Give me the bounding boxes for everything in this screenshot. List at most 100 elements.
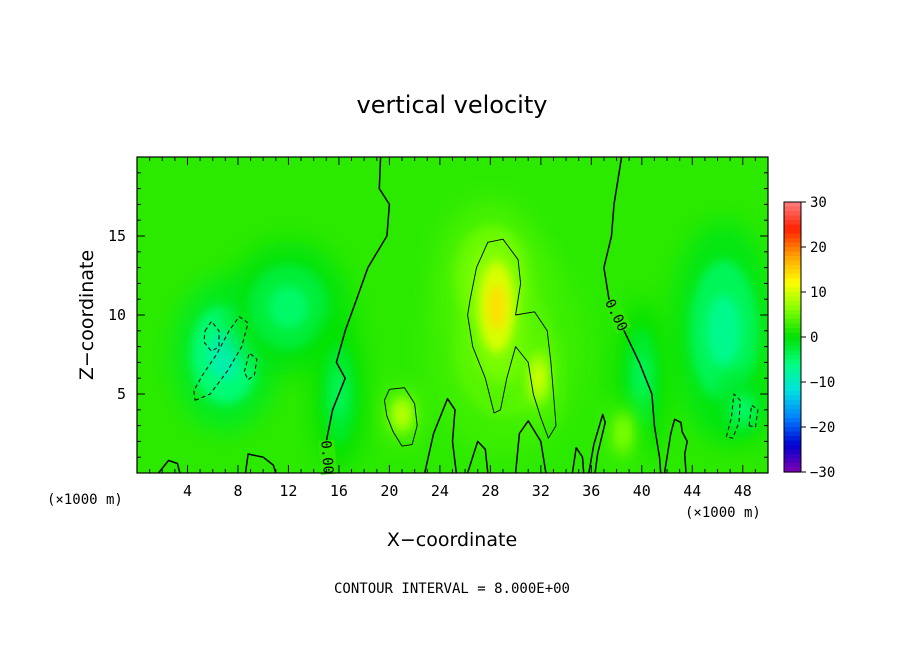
colorbar-cell bbox=[784, 431, 801, 437]
x-tick-label: 28 bbox=[481, 482, 499, 500]
colorbar-tick-label: −20 bbox=[810, 420, 835, 436]
zero-contour bbox=[514, 420, 547, 473]
colorbar-cell bbox=[784, 242, 801, 248]
x-tick-label: 20 bbox=[380, 482, 398, 500]
colorbar-cell bbox=[784, 391, 801, 397]
colorbar-cell bbox=[784, 400, 801, 406]
colorbar-cell bbox=[784, 265, 801, 271]
colorbar-cell bbox=[784, 215, 801, 221]
colorbar-cell bbox=[784, 409, 801, 415]
colorbar-cell bbox=[784, 404, 801, 410]
colorbar-cell bbox=[784, 364, 801, 370]
zero-contour bbox=[466, 440, 489, 473]
colorbar-cell bbox=[784, 377, 801, 383]
velocity-cell-core bbox=[706, 295, 741, 367]
x-tick-label: 44 bbox=[683, 482, 701, 500]
zero-contour bbox=[423, 397, 458, 473]
velocity-cell-core bbox=[395, 405, 409, 424]
colorbar-cell bbox=[784, 202, 801, 208]
contour-interval-footer: CONTOUR INTERVAL = 8.000E+00 bbox=[334, 581, 570, 597]
velocity-cell-core bbox=[487, 284, 506, 330]
colorbar-cell bbox=[784, 341, 801, 347]
colorbar-cell bbox=[784, 382, 801, 388]
colorbar-cell bbox=[784, 256, 801, 262]
y-tick-label: 5 bbox=[117, 385, 126, 403]
colorbar-cell bbox=[784, 238, 801, 244]
zero-contour bbox=[588, 413, 606, 473]
colorbar-cell bbox=[784, 445, 801, 451]
colorbar-cell bbox=[784, 319, 801, 325]
y-tick-label: 15 bbox=[108, 227, 126, 245]
colorbar-tick-label: 20 bbox=[810, 240, 827, 256]
negative-contour bbox=[725, 393, 741, 439]
x-axis-ticks: 4 8 12 16 20 24 28 32 36 40 44 48 bbox=[149, 157, 756, 500]
colorbar-cell bbox=[784, 314, 801, 320]
zero-contour bbox=[663, 418, 688, 473]
colorbar-cell bbox=[784, 422, 801, 428]
colorbar-cell bbox=[784, 440, 801, 446]
colorbar-cell bbox=[784, 278, 801, 284]
y-axis-ticks: 5 10 15 bbox=[108, 172, 768, 458]
colorbar-cell bbox=[784, 458, 801, 464]
colorbar-cell bbox=[784, 418, 801, 424]
colorbar-cell bbox=[784, 224, 801, 230]
x-unit-label-left: (×1000 m) bbox=[47, 492, 123, 508]
colorbar-cell bbox=[784, 373, 801, 379]
velocity-cell-core bbox=[208, 329, 243, 380]
colorbar: 30 20 10 0 −10 −20 −30 bbox=[783, 195, 835, 481]
colorbar-cells bbox=[784, 202, 801, 473]
colorbar-cell bbox=[784, 355, 801, 361]
x-axis-label: X−coordinate bbox=[387, 529, 517, 551]
colorbar-cell bbox=[784, 463, 801, 469]
contour-label: 0.00 bbox=[317, 440, 336, 475]
colorbar-cell bbox=[784, 305, 801, 311]
colorbar-cell bbox=[784, 449, 801, 455]
colorbar-cell bbox=[784, 346, 801, 352]
colorbar-tick-label: 30 bbox=[810, 195, 827, 211]
x-tick-label: 4 bbox=[183, 482, 192, 500]
colorbar-tick-label: −30 bbox=[810, 465, 835, 481]
colorbar-cell bbox=[784, 206, 801, 212]
colorbar-cell bbox=[784, 337, 801, 343]
colorbar-cell bbox=[784, 233, 801, 239]
colorbar-tick-label: 10 bbox=[810, 285, 827, 301]
colorbar-cell bbox=[784, 247, 801, 253]
colorbar-cell bbox=[784, 283, 801, 289]
colorbar-cell bbox=[784, 395, 801, 401]
colorbar-cell bbox=[784, 328, 801, 334]
x-tick-label: 36 bbox=[582, 482, 600, 500]
velocity-cell-core bbox=[734, 399, 752, 421]
velocity-cell-core bbox=[268, 285, 309, 329]
colorbar-cell bbox=[784, 386, 801, 392]
colorbar-cell bbox=[784, 323, 801, 329]
zero-contour bbox=[603, 157, 662, 473]
x-tick-label: 16 bbox=[330, 482, 348, 500]
contour-label-bg bbox=[602, 296, 632, 334]
colorbar-cell bbox=[784, 436, 801, 442]
colorbar-tick-label: −10 bbox=[810, 375, 835, 391]
x-tick-label: 40 bbox=[633, 482, 651, 500]
colorbar-cell bbox=[784, 229, 801, 235]
velocity-cell-core bbox=[633, 353, 651, 404]
contour-label-bg bbox=[318, 439, 337, 475]
colorbar-cell bbox=[784, 301, 801, 307]
zero-contour bbox=[244, 453, 277, 473]
colorbar-cell bbox=[784, 350, 801, 356]
x-tick-label: 48 bbox=[734, 482, 752, 500]
contour-label-group: 0.00 bbox=[317, 439, 337, 475]
chart-title: vertical velocity bbox=[357, 91, 548, 119]
velocity-blobs bbox=[172, 198, 768, 472]
heatmap-field bbox=[137, 157, 768, 473]
colorbar-cell bbox=[784, 454, 801, 460]
colorbar-ticks: 30 20 10 0 −10 −20 −30 bbox=[801, 195, 835, 481]
colorbar-cell bbox=[784, 274, 801, 280]
colorbar-cell bbox=[784, 251, 801, 257]
colorbar-cell bbox=[784, 211, 801, 217]
colorbar-cell bbox=[784, 413, 801, 419]
negative-contour bbox=[193, 316, 249, 401]
colorbar-cell bbox=[784, 368, 801, 374]
zero-contour bbox=[325, 157, 391, 473]
velocity-cell-core bbox=[532, 365, 544, 391]
x-tick-label: 12 bbox=[279, 482, 297, 500]
